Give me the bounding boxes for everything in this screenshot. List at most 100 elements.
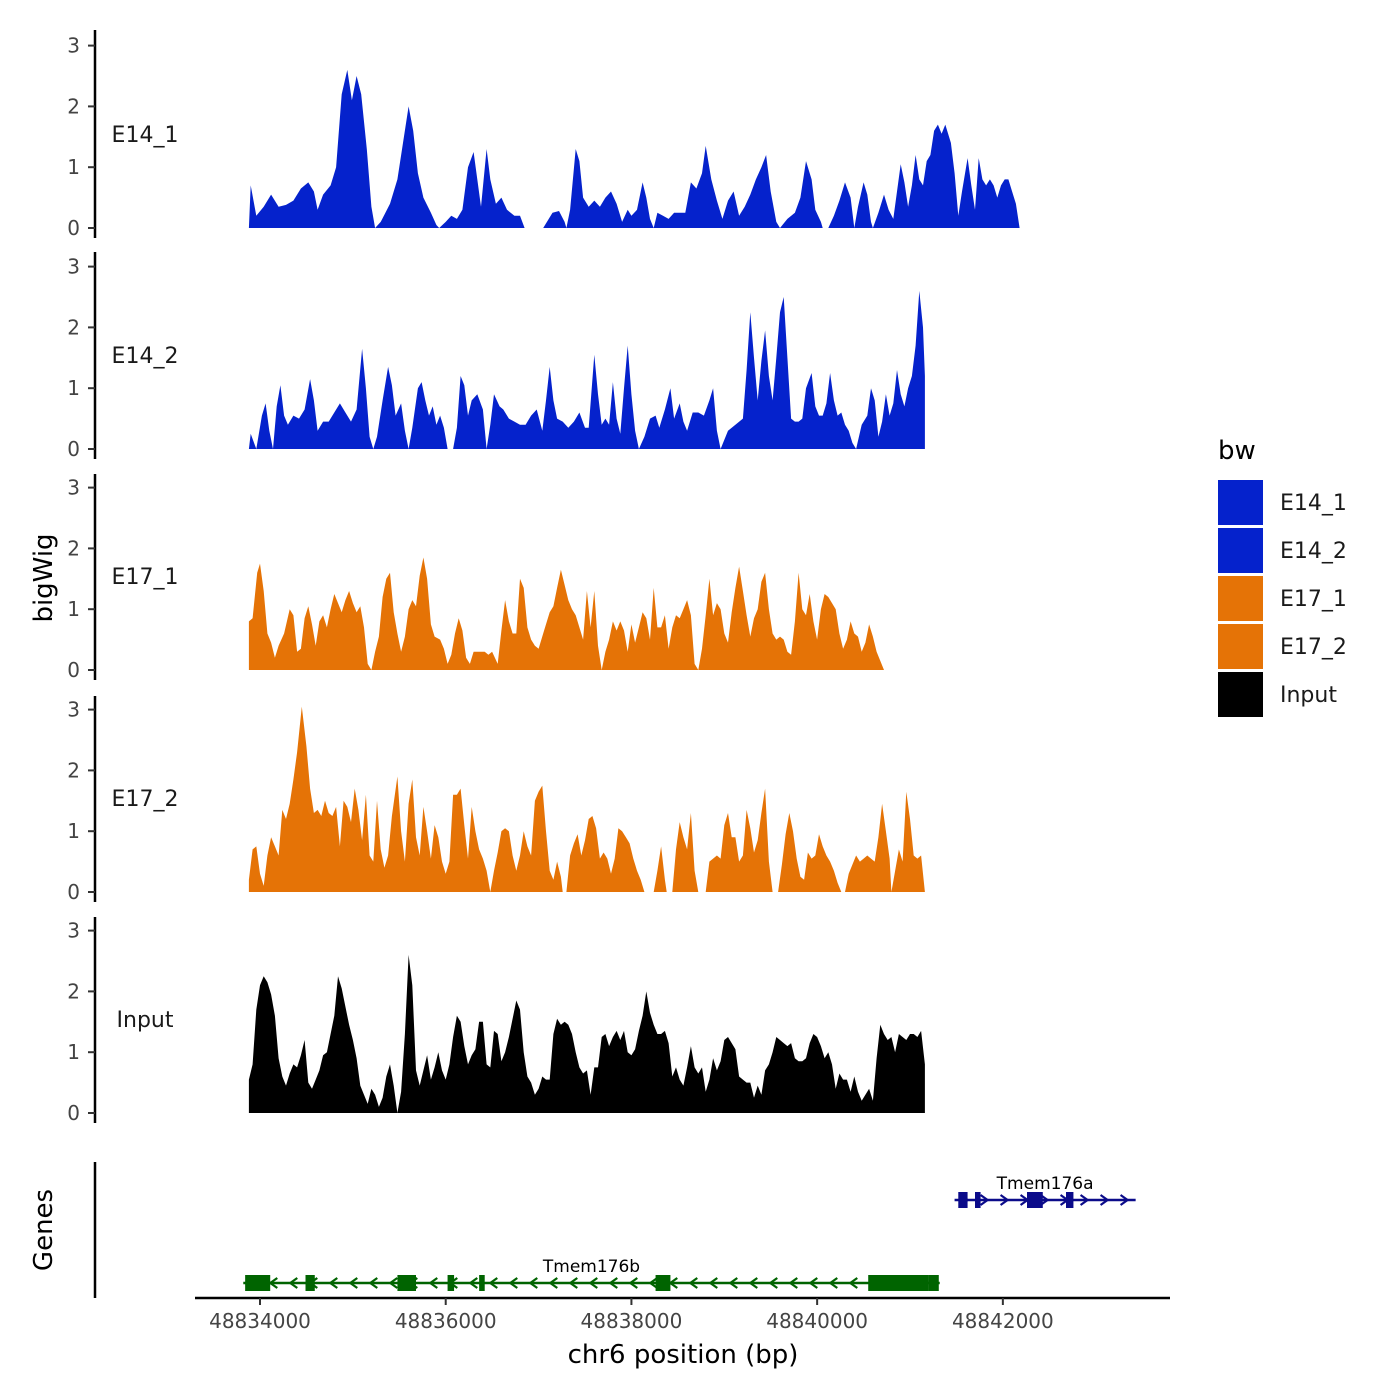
gene-exon <box>397 1275 416 1291</box>
strand-arrow <box>979 1194 990 1206</box>
x-tick-label: 48840000 <box>766 1309 868 1333</box>
gene-name-label: Tmem176b <box>542 1257 640 1277</box>
signal-area-e17-2 <box>248 706 925 892</box>
x-tick-label: 48842000 <box>952 1309 1054 1333</box>
gene-exon <box>245 1275 271 1291</box>
track-e14-1: 0 1 2 3 E14_1 <box>67 30 1020 240</box>
legend-swatch <box>1218 624 1263 669</box>
legend-label: E17_1 <box>1280 587 1347 612</box>
legend-label: Input <box>1280 683 1337 708</box>
strand-arrow <box>428 1277 438 1289</box>
strand-arrow <box>748 1277 758 1289</box>
y-tick-label: 3 <box>67 919 80 943</box>
strand-arrow <box>1079 1194 1090 1206</box>
legend-label: E14_2 <box>1280 539 1347 564</box>
y-tick-label: 2 <box>67 979 80 1003</box>
y-tick-label: 1 <box>67 597 80 621</box>
strand-arrow <box>628 1277 638 1289</box>
y-tick-label: 2 <box>67 315 80 339</box>
strand-arrow <box>268 1277 278 1289</box>
track-label: E17_1 <box>112 565 179 590</box>
y-tick-label: 0 <box>67 437 80 461</box>
y-tick-label: 3 <box>67 34 80 58</box>
gene-tmem176b: Tmem176b <box>243 1257 940 1291</box>
x-axis-title: chr6 position (bp) <box>568 1340 799 1370</box>
legend-swatch <box>1218 480 1263 525</box>
track-e14-2: 0 1 2 3 E14_2 <box>67 252 925 461</box>
y-tick-label: 3 <box>67 698 80 722</box>
y-tick-label: 3 <box>67 255 80 279</box>
y-tick-label: 0 <box>67 216 80 240</box>
strand-arrow <box>999 1194 1010 1206</box>
strand-arrow <box>1099 1194 1110 1206</box>
strand-arrow <box>728 1277 738 1289</box>
legend-swatch <box>1218 576 1263 621</box>
legend-entry-e17-1: E17_1 <box>1218 576 1347 621</box>
signal-area-input <box>248 954 925 1113</box>
track-label: Input <box>117 1008 174 1033</box>
y-tick-label: 2 <box>67 758 80 782</box>
gene-exon <box>958 1192 968 1208</box>
strand-arrow <box>808 1277 818 1289</box>
signal-area-e14-1 <box>248 69 1020 229</box>
strand-arrow <box>508 1277 518 1289</box>
track-input: 0 1 2 3 Input <box>67 917 925 1125</box>
signal-tracks: 0 1 2 3 E14_1 0 1 2 3 E14_2 0 1 2 3 E17_1 0 1 2 3 E17_2 0 1 2 3… <box>67 30 1020 1125</box>
strand-arrow <box>348 1277 358 1289</box>
legend-entry-e17-2: E17_2 <box>1218 624 1347 669</box>
y-tick-label: 1 <box>67 819 80 843</box>
legend-label: E14_1 <box>1280 491 1347 516</box>
signal-area-e14-2 <box>248 290 925 449</box>
strand-arrow <box>688 1277 698 1289</box>
legend-entry-e14-2: E14_2 <box>1218 528 1347 573</box>
track-label: E14_1 <box>112 123 179 148</box>
gene-exon <box>655 1275 671 1291</box>
strand-arrow <box>528 1277 538 1289</box>
gene-exon <box>1066 1192 1074 1208</box>
gene-exon <box>928 1275 939 1291</box>
track-e17-1: 0 1 2 3 E17_1 <box>67 474 884 682</box>
legend-title: bw <box>1218 436 1256 466</box>
strand-arrow <box>328 1277 338 1289</box>
legend-label: E17_2 <box>1280 635 1347 660</box>
legend-entry-input: Input <box>1218 672 1337 717</box>
y-tick-label: 0 <box>67 1101 80 1125</box>
gene-exon <box>447 1275 455 1291</box>
genes-axis-title: Genes <box>29 1189 59 1271</box>
y-tick-label: 0 <box>67 658 80 682</box>
strand-arrow <box>768 1277 778 1289</box>
y-tick-label: 2 <box>67 536 80 560</box>
strand-arrow <box>1039 1194 1050 1206</box>
track-e17-2: 0 1 2 3 E17_2 <box>67 696 925 904</box>
y-tick-label: 1 <box>67 376 80 400</box>
legend: bw E14_1 E14_2 E17_1 E17_2 Input <box>1218 436 1347 717</box>
x-tick-label: 48838000 <box>581 1309 683 1333</box>
strand-arrow <box>548 1277 558 1289</box>
strand-arrow <box>708 1277 718 1289</box>
strand-arrow <box>1119 1194 1130 1206</box>
y-tick-label: 0 <box>67 880 80 904</box>
y-tick-label: 1 <box>67 1040 80 1064</box>
strand-arrow <box>368 1277 378 1289</box>
x-tick-label: 48836000 <box>395 1309 497 1333</box>
y-axis-title: bigWig <box>29 533 59 622</box>
strand-arrow <box>648 1277 658 1289</box>
strand-arrow <box>388 1277 398 1289</box>
strand-arrow <box>788 1277 798 1289</box>
strand-arrow <box>468 1277 478 1289</box>
strand-arrow <box>288 1277 298 1289</box>
legend-entry-e14-1: E14_1 <box>1218 480 1347 525</box>
y-tick-label: 1 <box>67 155 80 179</box>
strand-arrow <box>568 1277 578 1289</box>
gene-exon <box>305 1275 315 1291</box>
gene-exon <box>479 1275 485 1291</box>
track-label: E17_2 <box>112 787 179 812</box>
gene-name-label: Tmem176a <box>996 1174 1094 1194</box>
strand-arrow <box>608 1277 618 1289</box>
y-tick-label: 2 <box>67 94 80 118</box>
gene-exon <box>975 1192 981 1208</box>
gene-track: Tmem176a Tmem176b <box>93 1162 1136 1298</box>
strand-arrow <box>588 1277 598 1289</box>
gene-exon <box>1027 1192 1043 1208</box>
